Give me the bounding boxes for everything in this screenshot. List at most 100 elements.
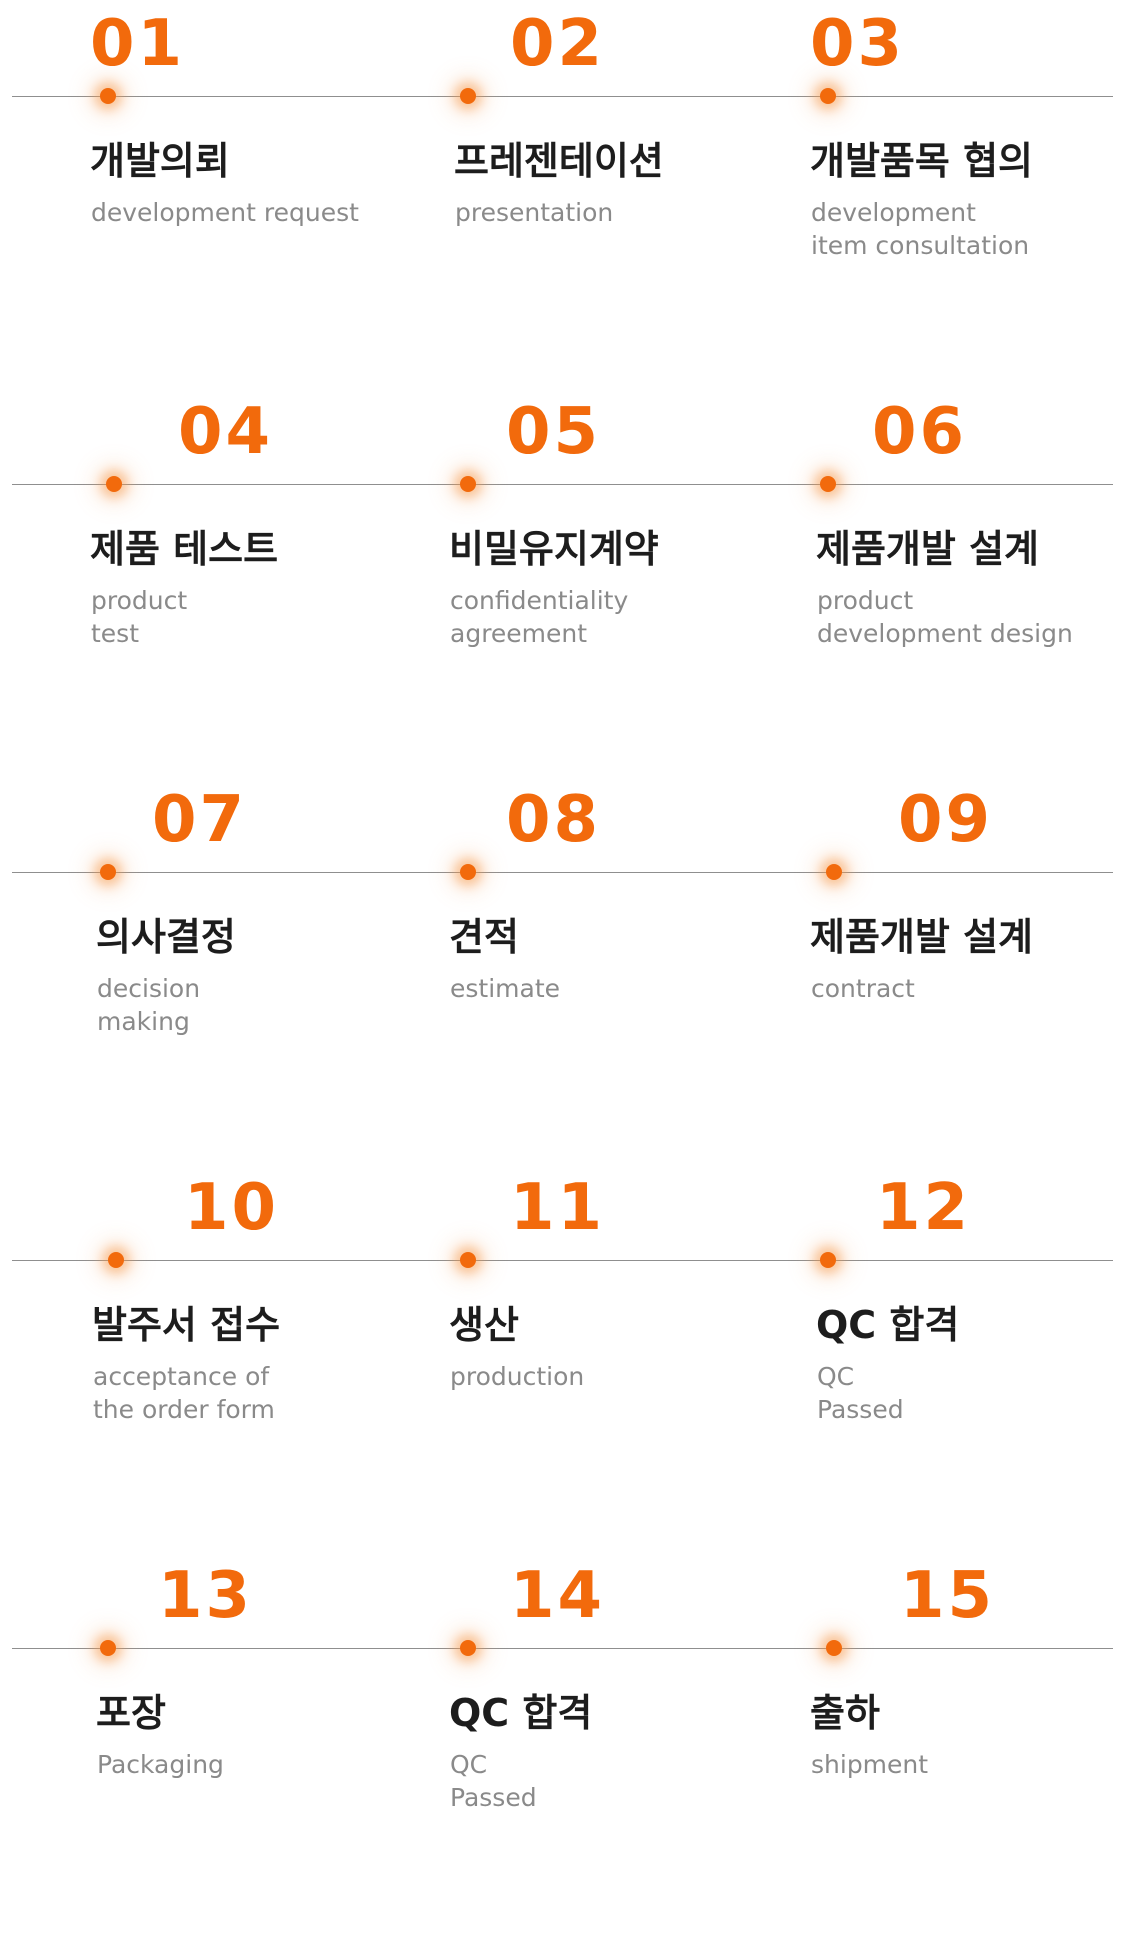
- step-description: product test: [91, 584, 187, 650]
- step-01: 01 개발의뢰 development request: [0, 0, 360, 388]
- step-number: 01: [90, 7, 186, 81]
- step-13: 13 포장 Packaging: [0, 1552, 360, 1940]
- step-number: 11: [510, 1171, 606, 1245]
- step-number: 09: [898, 783, 994, 857]
- step-description-line: QC: [450, 1750, 488, 1779]
- timeline-dot: [826, 864, 842, 880]
- step-description: contract: [811, 972, 915, 1005]
- step-number: 10: [184, 1171, 280, 1245]
- step-description: acceptance of the order form: [93, 1360, 275, 1426]
- step-number: 12: [876, 1171, 972, 1245]
- step-description-line: item consultation: [811, 231, 1030, 260]
- step-07: 07 의사결정 decision making: [0, 776, 360, 1164]
- step-title: 포장: [96, 1691, 166, 1735]
- process-row-4: 10 발주서 접수 acceptance of the order form 1…: [0, 1164, 1125, 1552]
- timeline-dot: [820, 88, 836, 104]
- step-description-line: the order form: [93, 1395, 275, 1424]
- step-title: 출하: [810, 1691, 880, 1735]
- timeline-dot: [460, 88, 476, 104]
- timeline-dot: [820, 1252, 836, 1268]
- step-14: 14 QC 합격 QC Passed: [360, 1552, 720, 1940]
- step-description-line: agreement: [450, 619, 588, 648]
- step-description: QC Passed: [450, 1748, 537, 1814]
- step-description: QC Passed: [817, 1360, 904, 1426]
- step-title: 제품 테스트: [90, 527, 279, 571]
- step-title: 발주서 접수: [92, 1303, 281, 1347]
- step-description-line: Passed: [817, 1395, 904, 1424]
- step-description: product development design: [817, 584, 1073, 650]
- step-description-line: product: [817, 586, 914, 615]
- timeline-dot: [108, 1252, 124, 1268]
- step-title: 견적: [449, 915, 519, 959]
- step-title: QC 합격: [449, 1691, 593, 1735]
- step-description: development request: [91, 196, 359, 229]
- timeline-line: [12, 872, 1113, 873]
- step-description-line: contract: [811, 974, 915, 1003]
- timeline-dot: [460, 476, 476, 492]
- step-08: 08 견적 estimate: [360, 776, 720, 1164]
- process-row-5: 13 포장 Packaging 14 QC 합격 QC Passed 15 출하…: [0, 1552, 1125, 1940]
- step-description-line: Packaging: [97, 1750, 224, 1779]
- timeline-dot: [100, 88, 116, 104]
- step-description: decision making: [97, 972, 200, 1038]
- process-row-2: 04 제품 테스트 product test 05 비밀유지계약 confide…: [0, 388, 1125, 776]
- step-title: 프레젠테이션: [454, 139, 664, 183]
- step-description-line: confidentiality: [450, 586, 629, 615]
- step-description-line: shipment: [811, 1750, 929, 1779]
- timeline-dot: [820, 476, 836, 492]
- timeline-dot: [106, 476, 122, 492]
- step-title: 생산: [449, 1303, 519, 1347]
- step-description-line: making: [97, 1007, 190, 1036]
- step-title: 개발의뢰: [90, 139, 230, 183]
- timeline-line: [12, 1648, 1113, 1649]
- timeline-dot: [826, 1640, 842, 1656]
- step-06: 06 제품개발 설계 product development design: [720, 388, 1080, 776]
- step-description: presentation: [455, 196, 613, 229]
- timeline-dot: [100, 1640, 116, 1656]
- step-title: QC 합격: [816, 1303, 960, 1347]
- step-description-line: presentation: [455, 198, 614, 227]
- step-description-line: QC: [817, 1362, 855, 1391]
- step-description: production: [450, 1360, 584, 1393]
- timeline-line: [12, 484, 1113, 485]
- timeline-dot: [460, 1252, 476, 1268]
- timeline-line: [12, 1260, 1113, 1261]
- timeline-line: [12, 96, 1113, 97]
- step-description-line: development request: [91, 198, 359, 227]
- step-description-line: development: [811, 198, 976, 227]
- step-description: shipment: [811, 1748, 928, 1781]
- step-description-line: production: [450, 1362, 585, 1391]
- step-title: 비밀유지계약: [449, 527, 659, 571]
- step-number: 14: [510, 1559, 606, 1633]
- step-11: 11 생산 production: [360, 1164, 720, 1552]
- step-description: development item consultation: [811, 196, 1029, 262]
- step-09: 09 제품개발 설계 contract: [720, 776, 1080, 1164]
- step-description-line: decision: [97, 974, 201, 1003]
- step-03: 03 개발품목 협의 development item consultation: [720, 0, 1080, 388]
- step-04: 04 제품 테스트 product test: [0, 388, 360, 776]
- step-number: 03: [810, 7, 906, 81]
- step-number: 15: [900, 1559, 996, 1633]
- timeline-dot: [460, 1640, 476, 1656]
- step-number: 07: [152, 783, 248, 857]
- step-number: 04: [178, 395, 274, 469]
- step-description-line: estimate: [450, 974, 561, 1003]
- step-number: 13: [158, 1559, 254, 1633]
- step-12: 12 QC 합격 QC Passed: [720, 1164, 1080, 1552]
- step-05: 05 비밀유지계약 confidentiality agreement: [360, 388, 720, 776]
- step-title: 제품개발 설계: [810, 915, 1033, 959]
- step-number: 06: [872, 395, 968, 469]
- step-description: confidentiality agreement: [450, 584, 628, 650]
- step-10: 10 발주서 접수 acceptance of the order form: [0, 1164, 360, 1552]
- timeline-dot: [100, 864, 116, 880]
- step-description: Packaging: [97, 1748, 224, 1781]
- timeline-dot: [460, 864, 476, 880]
- step-number: 02: [510, 7, 606, 81]
- step-description-line: product: [91, 586, 188, 615]
- step-description-line: development design: [817, 619, 1073, 648]
- step-number: 08: [506, 783, 602, 857]
- step-title: 의사결정: [96, 915, 236, 959]
- step-description: estimate: [450, 972, 560, 1005]
- step-title: 제품개발 설계: [816, 527, 1039, 571]
- step-15: 15 출하 shipment: [720, 1552, 1080, 1940]
